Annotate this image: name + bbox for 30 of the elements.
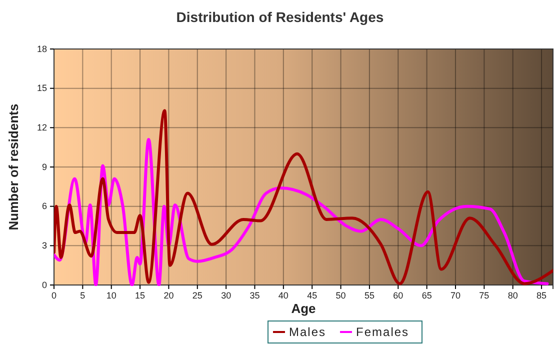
legend-label: Females [356,325,410,339]
y-tick-label: 15 [36,83,47,94]
chart-title: Distribution of Residents' Ages [176,9,384,25]
y-tick-label: 9 [42,162,47,172]
x-tick-label: 45 [307,290,318,300]
x-tick-label: 85 [536,290,547,300]
x-axis-title: Age [291,301,316,316]
y-tick-label: 6 [42,201,47,212]
x-tick-label: 70 [450,290,460,300]
legend-label: Males [289,325,326,339]
x-tick-label: 40 [278,290,288,300]
x-tick-label: 55 [364,290,374,300]
x-tick-label: 25 [192,290,202,300]
x-tick-label: 15 [135,290,146,300]
x-tick-label: 5 [80,290,86,300]
y-tick-label: 3 [42,240,47,251]
x-tick-label: 30 [221,290,232,300]
x-tick-label: 75 [479,290,490,300]
y-tick-label: 18 [36,44,47,54]
x-tick-label: 65 [422,290,432,300]
x-tick-label: 80 [508,290,518,300]
x-tick-label: 35 [250,290,260,300]
x-tick-label: 0 [51,290,57,300]
y-tick-label: 12 [36,122,47,133]
x-tick-label: 20 [164,290,174,300]
x-tick-label: 10 [106,290,116,300]
x-tick-label: 50 [336,290,346,300]
x-tick-label: 60 [393,290,404,300]
y-tick-label: 0 [42,280,47,290]
y-axis-title: Number of residents [6,104,21,230]
